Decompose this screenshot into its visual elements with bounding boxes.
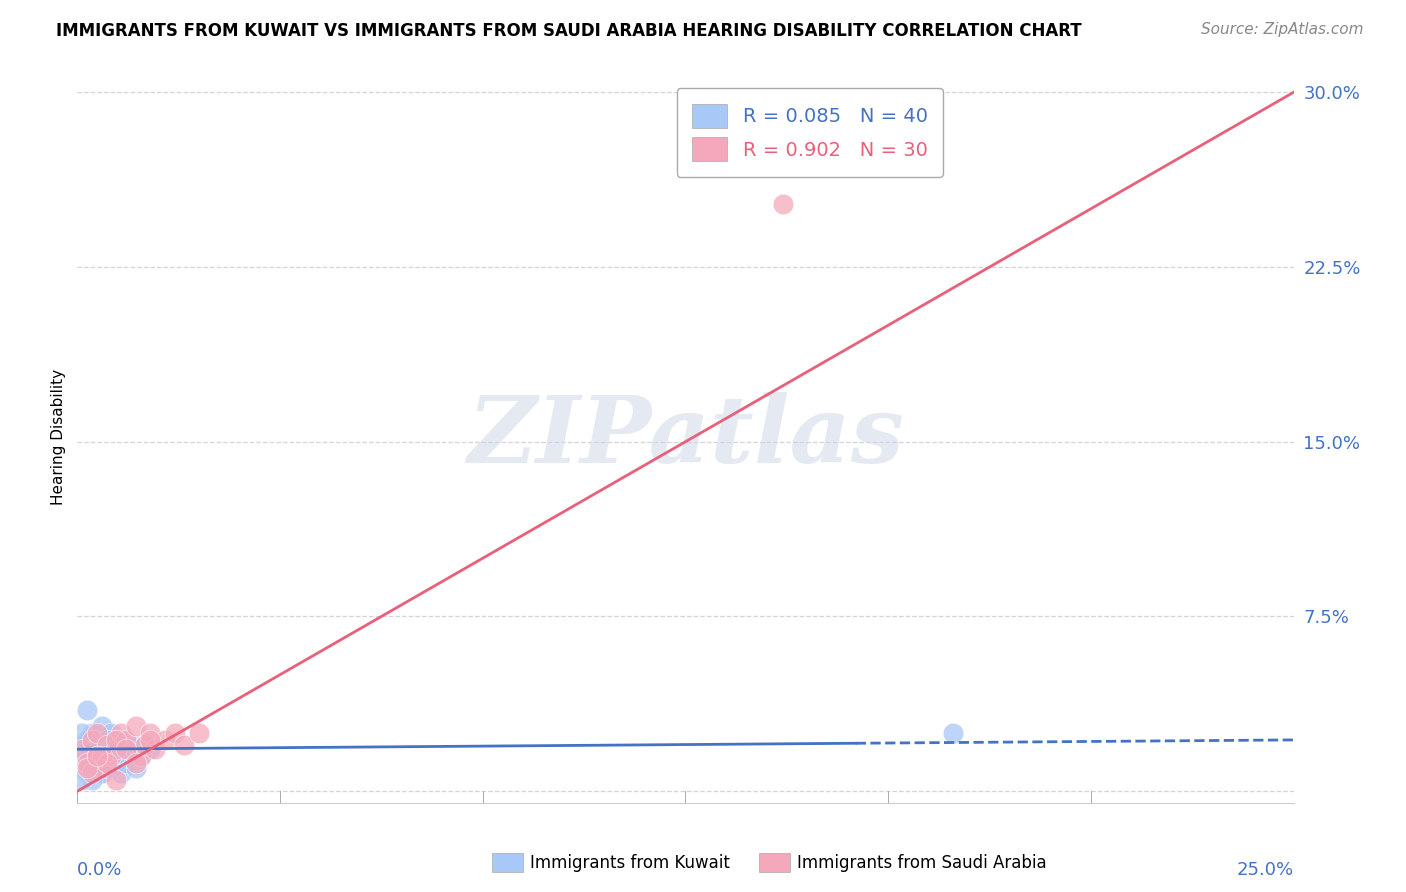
Point [105, 742, 128, 756]
Point [129, 749, 152, 764]
Point [110, 765, 132, 780]
Point [120, 749, 142, 764]
Point [76, 703, 98, 717]
Point [70, 742, 93, 756]
Point [153, 732, 176, 747]
Point [173, 738, 195, 752]
Point [110, 732, 132, 747]
Point [134, 738, 156, 752]
Point [115, 742, 138, 756]
Point [105, 738, 128, 752]
Point [96, 732, 118, 747]
Point [115, 732, 138, 747]
Point [86, 732, 108, 747]
Point [772, 197, 794, 211]
Text: 25.0%: 25.0% [1236, 862, 1294, 880]
Point [96, 749, 118, 764]
Text: ZIPatlas: ZIPatlas [467, 392, 904, 482]
Point [70, 772, 93, 787]
Point [76, 756, 98, 771]
Text: IMMIGRANTS FROM KUWAIT VS IMMIGRANTS FROM SAUDI ARABIA HEARING DISABILITY CORREL: IMMIGRANTS FROM KUWAIT VS IMMIGRANTS FRO… [56, 22, 1081, 40]
Point [143, 742, 166, 756]
Point [105, 772, 128, 787]
Point [80, 765, 103, 780]
Text: Immigrants from Kuwait: Immigrants from Kuwait [530, 854, 730, 871]
Point [90, 765, 112, 780]
Point [125, 719, 148, 733]
Point [134, 738, 156, 752]
Point [139, 726, 162, 740]
Point [96, 756, 118, 771]
Point [80, 726, 103, 740]
Point [125, 761, 148, 775]
Point [76, 749, 98, 764]
Point [100, 726, 122, 740]
Point [105, 732, 128, 747]
Point [96, 738, 118, 752]
Point [70, 738, 93, 752]
Point [70, 749, 93, 764]
Point [139, 732, 162, 747]
Point [125, 738, 148, 752]
Point [100, 749, 122, 764]
Legend: R = 0.085   N = 40, R = 0.902   N = 30: R = 0.085 N = 40, R = 0.902 N = 30 [676, 88, 943, 177]
Point [90, 719, 112, 733]
Point [80, 772, 103, 787]
Point [80, 732, 103, 747]
Point [90, 749, 112, 764]
Point [76, 761, 98, 775]
Point [86, 749, 108, 764]
Point [105, 747, 128, 761]
Point [80, 761, 103, 775]
Point [110, 726, 132, 740]
Point [100, 742, 122, 756]
Point [96, 738, 118, 752]
Point [163, 726, 186, 740]
Point [76, 732, 98, 747]
Point [96, 761, 118, 775]
Point [105, 749, 128, 764]
Point [90, 765, 112, 780]
Point [86, 751, 108, 765]
Point [942, 726, 965, 740]
Point [86, 756, 108, 771]
Point [86, 726, 108, 740]
Point [188, 726, 211, 740]
Point [80, 756, 103, 771]
Point [70, 726, 93, 740]
Point [100, 761, 122, 775]
Point [76, 765, 98, 780]
Point [86, 742, 108, 756]
Text: Source: ZipAtlas.com: Source: ZipAtlas.com [1201, 22, 1364, 37]
Point [90, 761, 112, 775]
Point [129, 749, 152, 764]
Point [86, 749, 108, 764]
Point [139, 742, 162, 756]
Point [115, 742, 138, 756]
Y-axis label: Hearing Disability: Hearing Disability [51, 369, 66, 505]
Text: 0.0%: 0.0% [77, 862, 122, 880]
Text: Immigrants from Saudi Arabia: Immigrants from Saudi Arabia [797, 854, 1047, 871]
Point [115, 756, 138, 771]
Point [125, 756, 148, 771]
